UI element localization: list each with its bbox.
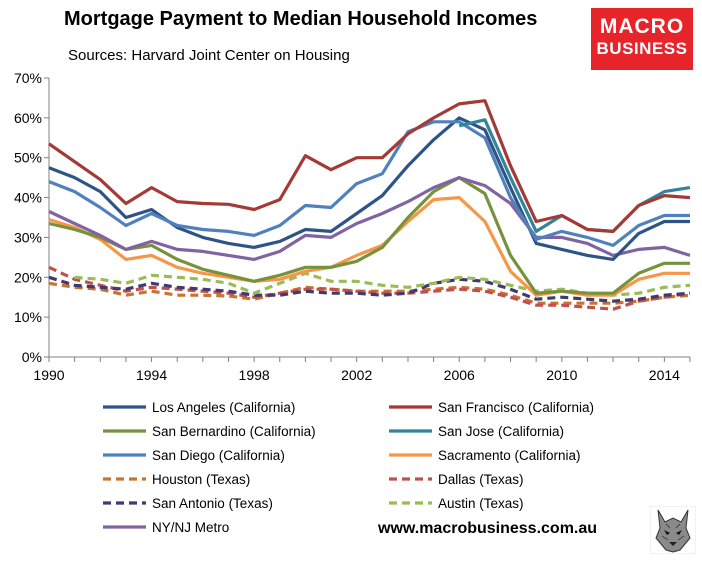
y-tick-label: 50% bbox=[14, 150, 42, 166]
legend-label: San Bernardino (California) bbox=[152, 424, 316, 439]
logo-line1: MACRO bbox=[599, 15, 685, 38]
series-line-ny-nj-metro bbox=[48, 176, 691, 261]
wolf-icon bbox=[650, 506, 696, 554]
y-tick-label: 70% bbox=[14, 70, 42, 86]
legend-label: Houston (Texas) bbox=[152, 472, 250, 487]
x-tick-label: 2014 bbox=[649, 367, 680, 383]
series-line-los-angeles-california bbox=[48, 116, 690, 261]
y-tick-label: 60% bbox=[14, 110, 42, 126]
series-line-san-diego-california bbox=[48, 120, 690, 247]
series-line-san-antonio-texas bbox=[48, 275, 691, 303]
y-tick-label: 40% bbox=[14, 190, 42, 206]
series-line-dallas-texas bbox=[48, 265, 691, 311]
x-tick-label: 1998 bbox=[239, 367, 270, 383]
series-line-san-bernardino-california bbox=[48, 176, 690, 295]
legend-label: San Francisco (California) bbox=[438, 400, 594, 415]
chart-title: Mortgage Payment to Median Household Inc… bbox=[64, 8, 538, 30]
y-tick-label: 0% bbox=[22, 349, 42, 365]
legend-label: Dallas (Texas) bbox=[438, 472, 524, 487]
series-line-houston-texas bbox=[48, 281, 691, 305]
series-line-sacramento-california bbox=[48, 196, 690, 297]
legend-label: NY/NJ Metro bbox=[152, 520, 229, 535]
y-tick-label: 10% bbox=[14, 309, 42, 325]
y-tick-label: 30% bbox=[14, 229, 42, 245]
series-line-san-francisco-california bbox=[48, 99, 691, 233]
x-tick-label: 2002 bbox=[341, 367, 372, 383]
website-url: www.macrobusiness.com.au bbox=[378, 520, 598, 537]
x-tick-label: 1990 bbox=[33, 367, 64, 383]
legend-label: Austin (Texas) bbox=[438, 496, 524, 511]
x-tick-label: 1994 bbox=[136, 367, 167, 383]
legend-label: San Jose (California) bbox=[438, 424, 564, 439]
legend-label: San Diego (California) bbox=[152, 448, 285, 463]
chart-subtitle: Sources: Harvard Joint Center on Housing bbox=[68, 47, 350, 64]
legend-label: San Antonio (Texas) bbox=[152, 496, 273, 511]
macrobusiness-logo: MACRO BUSINESS bbox=[591, 8, 693, 70]
y-tick-label: 20% bbox=[14, 269, 42, 285]
legend-label: Los Angeles (California) bbox=[152, 400, 295, 415]
x-tick-label: 2006 bbox=[444, 367, 475, 383]
logo-line2: BUSINESS bbox=[596, 39, 688, 58]
x-tick-label: 2010 bbox=[546, 367, 577, 383]
legend-label: Sacramento (California) bbox=[438, 448, 581, 463]
